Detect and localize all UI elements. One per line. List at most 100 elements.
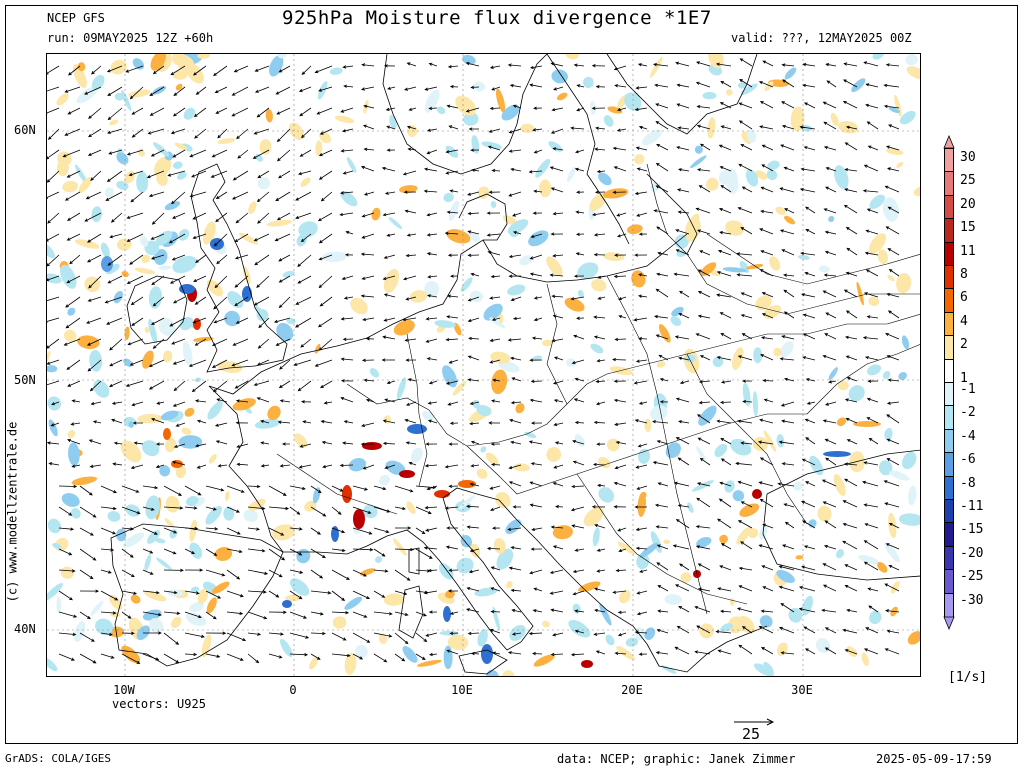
wind-vector xyxy=(696,61,711,67)
wind-vector xyxy=(758,81,774,88)
wind-vector xyxy=(152,338,165,349)
field-patch xyxy=(742,382,751,407)
field-patch xyxy=(296,548,311,564)
wind-vector xyxy=(509,84,522,88)
wind-vector xyxy=(694,606,711,613)
wind-vector xyxy=(310,527,322,535)
wind-vector xyxy=(718,208,732,214)
wind-vector xyxy=(678,420,690,424)
colorbar-label: 6 xyxy=(960,290,968,306)
wind-vector xyxy=(885,226,900,235)
wind-vector xyxy=(655,651,669,655)
wind-vector xyxy=(184,485,202,496)
field-patch xyxy=(887,274,895,282)
field-patch xyxy=(332,616,347,629)
wind-vector xyxy=(256,397,270,403)
field-patch xyxy=(568,619,591,638)
wind-vector xyxy=(130,191,144,203)
wind-vector xyxy=(887,206,900,214)
wind-vector xyxy=(719,481,732,487)
wind-vector xyxy=(552,380,564,385)
wind-vector xyxy=(163,653,180,664)
wind-vector xyxy=(802,83,816,88)
wind-vector xyxy=(213,296,228,310)
wind-vector xyxy=(762,586,774,592)
wind-vector xyxy=(844,398,858,403)
field-patch xyxy=(458,480,476,488)
wind-vector xyxy=(192,65,207,76)
wind-vector xyxy=(886,414,900,424)
field-patch xyxy=(732,490,745,502)
field-patch xyxy=(851,78,866,93)
colorbar-cell xyxy=(944,171,954,196)
wind-vector xyxy=(825,63,837,67)
field-patch xyxy=(47,350,51,366)
wind-vector xyxy=(79,632,95,642)
wind-vector xyxy=(215,107,228,114)
field-patch xyxy=(422,411,434,421)
wind-vector xyxy=(295,296,312,305)
wind-vector xyxy=(426,233,438,237)
wind-vector xyxy=(405,441,417,445)
wind-vector xyxy=(615,441,627,445)
wind-vector xyxy=(616,128,627,132)
wind-vector xyxy=(574,548,585,552)
wind-vector xyxy=(205,653,221,658)
wind-vector xyxy=(89,380,102,392)
wind-vector xyxy=(593,632,606,636)
wind-vector xyxy=(297,254,312,268)
wind-vector xyxy=(189,149,207,158)
wind-vector xyxy=(763,398,774,403)
wind-vector xyxy=(147,128,165,135)
field-patch xyxy=(448,200,459,221)
wind-vector xyxy=(318,338,333,351)
lon-label-10e: 10E xyxy=(451,683,473,697)
wind-vector xyxy=(528,170,543,174)
wind-vector xyxy=(121,548,134,558)
field-patch xyxy=(492,606,501,631)
wind-vector xyxy=(886,629,900,634)
wind-vector xyxy=(597,483,606,488)
wind-vector xyxy=(634,253,648,257)
wind-vector xyxy=(268,632,285,636)
wind-vector xyxy=(406,125,417,130)
wind-vector xyxy=(740,227,753,235)
wind-vector xyxy=(415,653,426,660)
field-patch xyxy=(650,56,663,78)
field-patch xyxy=(872,54,884,60)
wind-vector xyxy=(507,527,522,531)
wind-vector xyxy=(58,527,75,531)
wind-vector xyxy=(425,338,438,343)
wind-vector xyxy=(402,170,417,176)
field-patch xyxy=(383,268,400,293)
wind-vector xyxy=(761,144,774,151)
field-patch xyxy=(896,272,912,294)
wind-vector xyxy=(172,296,186,304)
wind-vector xyxy=(423,189,438,193)
wind-vector xyxy=(394,632,409,645)
wind-vector xyxy=(638,337,648,341)
field-patch xyxy=(399,470,415,478)
wind-vector xyxy=(617,632,627,637)
field-patch xyxy=(317,81,328,100)
field-patch xyxy=(158,265,172,270)
colorbar-cell xyxy=(944,194,954,220)
wind-vector xyxy=(550,608,564,613)
wind-vector xyxy=(784,377,795,382)
wind-vector xyxy=(256,359,270,366)
wind-vector xyxy=(293,359,312,366)
wind-vector xyxy=(352,611,368,618)
field-patch xyxy=(334,115,355,124)
wind-vector xyxy=(405,253,417,258)
wind-vector xyxy=(373,653,388,663)
wind-vector xyxy=(802,333,816,340)
field-patch xyxy=(141,254,150,263)
wind-vector xyxy=(297,275,312,284)
wind-vector xyxy=(172,359,186,365)
wind-vector xyxy=(394,569,411,581)
wind-vector xyxy=(194,338,207,346)
field-patch xyxy=(495,492,511,509)
wind-vector xyxy=(256,191,270,203)
wind-vector xyxy=(885,543,900,550)
wind-vector xyxy=(444,464,459,469)
